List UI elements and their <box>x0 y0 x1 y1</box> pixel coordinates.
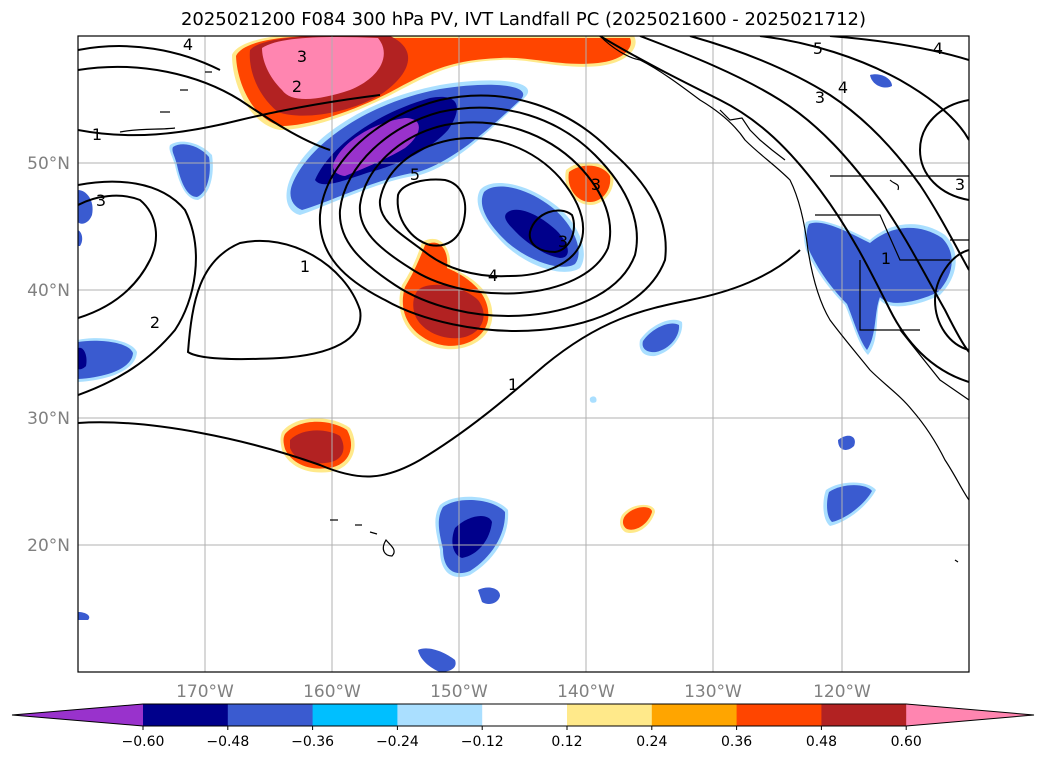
colorbar-tick-label: −0.12 <box>461 734 504 750</box>
colorbar-extend-min <box>12 704 143 726</box>
colorbar-segment <box>482 704 568 726</box>
contour-label: 3 <box>955 175 965 194</box>
lon-label: 130°W <box>684 682 742 702</box>
colorbar-segment <box>143 704 229 726</box>
contour-labels: 1 1 1 1 2 3 3 3 3 4 4 4 4 5 5 3 2 3 <box>92 35 965 394</box>
colorbar-tick-label: −0.48 <box>206 734 249 750</box>
colorbar-extend-max <box>906 704 1034 726</box>
colorbar: −0.60 −0.48 −0.36 −0.24 −0.12 0.12 0.24 0.36 0.4… <box>11 703 1035 750</box>
contour-label: 3 <box>591 175 601 194</box>
pv-shading <box>78 36 956 672</box>
contour-label: 4 <box>838 78 848 97</box>
colorbar-tick-label: 0.12 <box>551 734 582 750</box>
lon-label: 140°W <box>557 682 615 702</box>
colorbar-tick-label: 0.48 <box>806 734 837 750</box>
coastlines <box>119 36 969 563</box>
contour-label: 3 <box>815 88 825 107</box>
contour-label: 3 <box>558 232 568 251</box>
contour-label: 1 <box>92 125 102 144</box>
colorbar-segment <box>227 704 314 726</box>
colorbar-segment <box>821 704 907 726</box>
colorbar-tick-label: −0.60 <box>122 734 165 750</box>
map-title: 2025021200 F084 300 hPa PV, IVT Landfall… <box>180 9 867 30</box>
plot-frame <box>77 35 970 673</box>
gridlines <box>78 36 969 672</box>
contour-label: 4 <box>488 266 498 285</box>
lon-label: 120°W <box>813 682 871 702</box>
contour-label: 3 <box>96 191 106 210</box>
colorbar-segment <box>651 704 738 726</box>
contour-label: 5 <box>813 39 823 58</box>
colorbar-segment <box>567 704 653 726</box>
latitude-labels: 50°N 40°N 30°N 20°N <box>27 154 70 556</box>
colorbar-segment <box>397 704 483 726</box>
colorbar-segment <box>312 704 398 726</box>
ivt-contours <box>78 36 969 478</box>
lon-label: 170°W <box>176 682 234 702</box>
lat-label: 50°N <box>27 154 70 174</box>
contour-label: 1 <box>300 257 310 276</box>
lat-label: 20°N <box>27 536 70 556</box>
contour-label: 4 <box>933 39 943 58</box>
contour-label: 4 <box>183 35 193 54</box>
contour-label: 1 <box>508 375 518 394</box>
contour-label: 2 <box>150 313 160 332</box>
plot-area: 1 1 1 1 2 3 3 3 3 4 4 4 4 5 5 3 2 3 <box>78 35 969 672</box>
contour-label: 5 <box>410 165 420 184</box>
colorbar-tick-label: 0.60 <box>891 734 922 750</box>
colorbar-tick-label: −0.24 <box>376 734 419 750</box>
lon-label: 150°W <box>430 682 488 702</box>
colorbar-tick-label: −0.36 <box>291 734 334 750</box>
lat-label: 30°N <box>27 409 70 429</box>
contour-label: 3 <box>297 47 307 66</box>
contour-label: 2 <box>292 77 302 96</box>
colorbar-tick-label: 0.36 <box>721 734 752 750</box>
lat-label: 40°N <box>27 281 70 301</box>
lon-label: 160°W <box>303 682 361 702</box>
contour-label: 1 <box>881 249 891 268</box>
colorbar-segment <box>736 704 822 726</box>
longitude-labels: 170°W 160°W 150°W 140°W 130°W 120°W <box>176 682 871 702</box>
colorbar-tick-label: 0.24 <box>636 734 667 750</box>
